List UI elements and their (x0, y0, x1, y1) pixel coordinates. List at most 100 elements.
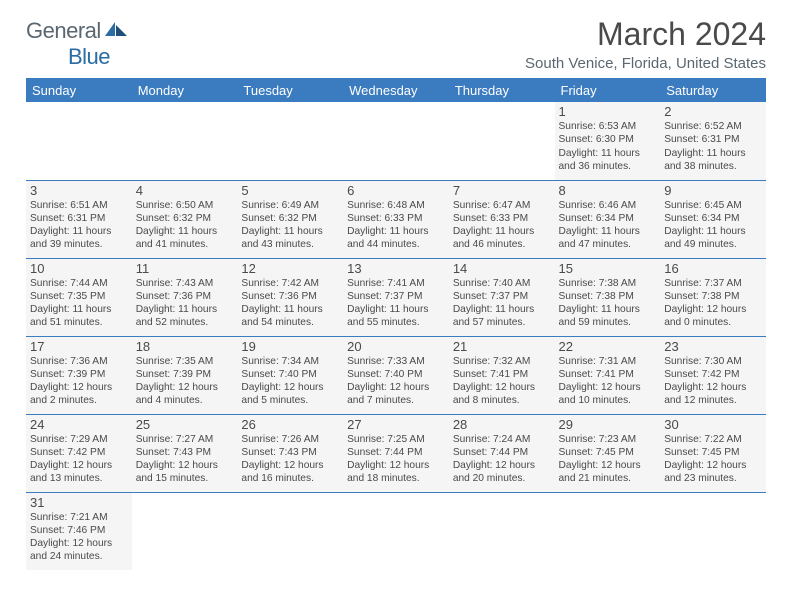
day-number: 21 (453, 339, 551, 354)
calendar-day: 23Sunrise: 7:30 AMSunset: 7:42 PMDayligh… (660, 336, 766, 414)
day-text: and 18 minutes. (347, 472, 445, 485)
day-text: Sunset: 6:34 PM (559, 212, 657, 225)
day-number: 17 (30, 339, 128, 354)
day-text: and 4 minutes. (136, 394, 234, 407)
day-text: Daylight: 11 hours (664, 147, 762, 160)
day-text: Sunset: 7:45 PM (559, 446, 657, 459)
day-text: Sunrise: 7:43 AM (136, 277, 234, 290)
day-text: and 7 minutes. (347, 394, 445, 407)
day-number: 14 (453, 261, 551, 276)
weekday-header: Thursday (449, 79, 555, 103)
calendar-day: 20Sunrise: 7:33 AMSunset: 7:40 PMDayligh… (343, 336, 449, 414)
logo-part2: Blue (68, 44, 110, 69)
day-text: Sunrise: 7:34 AM (241, 355, 339, 368)
day-text: Daylight: 11 hours (559, 147, 657, 160)
day-text: Sunset: 7:43 PM (136, 446, 234, 459)
calendar-day: 5Sunrise: 6:49 AMSunset: 6:32 PMDaylight… (237, 180, 343, 258)
day-number: 27 (347, 417, 445, 432)
weekday-header: Sunday (26, 79, 132, 103)
day-text: Daylight: 11 hours (559, 303, 657, 316)
day-text: and 41 minutes. (136, 238, 234, 251)
day-text: Sunrise: 7:37 AM (664, 277, 762, 290)
day-text: Sunrise: 6:50 AM (136, 199, 234, 212)
calendar-week: 31Sunrise: 7:21 AMSunset: 7:46 PMDayligh… (26, 492, 766, 570)
day-number: 22 (559, 339, 657, 354)
weekday-header: Friday (555, 79, 661, 103)
calendar-day: 19Sunrise: 7:34 AMSunset: 7:40 PMDayligh… (237, 336, 343, 414)
day-text: Sunset: 7:46 PM (30, 524, 128, 537)
day-text: and 23 minutes. (664, 472, 762, 485)
calendar-day-empty (343, 102, 449, 180)
day-text: Daylight: 11 hours (136, 225, 234, 238)
day-text: Sunset: 7:42 PM (664, 368, 762, 381)
calendar-day: 4Sunrise: 6:50 AMSunset: 6:32 PMDaylight… (132, 180, 238, 258)
calendar-day: 9Sunrise: 6:45 AMSunset: 6:34 PMDaylight… (660, 180, 766, 258)
day-text: and 5 minutes. (241, 394, 339, 407)
day-text: and 8 minutes. (453, 394, 551, 407)
day-text: Sunset: 7:41 PM (453, 368, 551, 381)
day-text: Sunrise: 7:40 AM (453, 277, 551, 290)
day-text: Daylight: 12 hours (664, 381, 762, 394)
calendar-day-empty (26, 102, 132, 180)
day-text: Daylight: 11 hours (453, 303, 551, 316)
day-text: Sunrise: 6:48 AM (347, 199, 445, 212)
day-number: 25 (136, 417, 234, 432)
calendar-day: 1Sunrise: 6:53 AMSunset: 6:30 PMDaylight… (555, 102, 661, 180)
day-text: Sunrise: 7:38 AM (559, 277, 657, 290)
day-text: Sunrise: 7:30 AM (664, 355, 762, 368)
day-number: 23 (664, 339, 762, 354)
calendar-day: 15Sunrise: 7:38 AMSunset: 7:38 PMDayligh… (555, 258, 661, 336)
day-number: 18 (136, 339, 234, 354)
day-text: Daylight: 11 hours (347, 225, 445, 238)
day-text: Sunset: 7:42 PM (30, 446, 128, 459)
day-text: and 15 minutes. (136, 472, 234, 485)
day-number: 8 (559, 183, 657, 198)
weekday-header: Saturday (660, 79, 766, 103)
day-number: 2 (664, 104, 762, 119)
weekday-header: Tuesday (237, 79, 343, 103)
calendar-day: 12Sunrise: 7:42 AMSunset: 7:36 PMDayligh… (237, 258, 343, 336)
calendar-day: 27Sunrise: 7:25 AMSunset: 7:44 PMDayligh… (343, 414, 449, 492)
day-text: Sunset: 6:31 PM (664, 133, 762, 146)
day-number: 13 (347, 261, 445, 276)
day-text: Sunrise: 7:24 AM (453, 433, 551, 446)
day-text: Daylight: 12 hours (347, 459, 445, 472)
day-text: and 51 minutes. (30, 316, 128, 329)
day-text: Sunrise: 7:32 AM (453, 355, 551, 368)
day-text: Sunset: 6:31 PM (30, 212, 128, 225)
day-text: Sunrise: 7:31 AM (559, 355, 657, 368)
day-text: Sunset: 6:30 PM (559, 133, 657, 146)
calendar-day: 22Sunrise: 7:31 AMSunset: 7:41 PMDayligh… (555, 336, 661, 414)
day-text: Sunset: 7:40 PM (241, 368, 339, 381)
day-text: Daylight: 11 hours (241, 303, 339, 316)
day-text: Sunset: 7:44 PM (347, 446, 445, 459)
calendar-day: 2Sunrise: 6:52 AMSunset: 6:31 PMDaylight… (660, 102, 766, 180)
day-text: Sunset: 7:37 PM (347, 290, 445, 303)
day-number: 28 (453, 417, 551, 432)
day-text: Daylight: 11 hours (30, 225, 128, 238)
calendar-week: 10Sunrise: 7:44 AMSunset: 7:35 PMDayligh… (26, 258, 766, 336)
day-number: 29 (559, 417, 657, 432)
calendar-day-empty (449, 492, 555, 570)
calendar-day: 17Sunrise: 7:36 AMSunset: 7:39 PMDayligh… (26, 336, 132, 414)
day-number: 12 (241, 261, 339, 276)
day-text: Sunrise: 6:51 AM (30, 199, 128, 212)
day-text: Daylight: 12 hours (136, 381, 234, 394)
day-number: 19 (241, 339, 339, 354)
day-text: Sunrise: 7:33 AM (347, 355, 445, 368)
calendar-week: 1Sunrise: 6:53 AMSunset: 6:30 PMDaylight… (26, 102, 766, 180)
day-text: Sunset: 7:43 PM (241, 446, 339, 459)
day-text: Sunset: 7:39 PM (30, 368, 128, 381)
day-text: and 55 minutes. (347, 316, 445, 329)
calendar-day-empty (237, 102, 343, 180)
calendar-day: 24Sunrise: 7:29 AMSunset: 7:42 PMDayligh… (26, 414, 132, 492)
day-text: Sunrise: 7:29 AM (30, 433, 128, 446)
weekday-row: SundayMondayTuesdayWednesdayThursdayFrid… (26, 79, 766, 103)
day-text: and 39 minutes. (30, 238, 128, 251)
day-text: and 16 minutes. (241, 472, 339, 485)
calendar-day: 31Sunrise: 7:21 AMSunset: 7:46 PMDayligh… (26, 492, 132, 570)
day-text: Sunset: 7:41 PM (559, 368, 657, 381)
day-text: Daylight: 12 hours (241, 381, 339, 394)
day-text: Sunset: 6:32 PM (136, 212, 234, 225)
calendar-day: 7Sunrise: 6:47 AMSunset: 6:33 PMDaylight… (449, 180, 555, 258)
